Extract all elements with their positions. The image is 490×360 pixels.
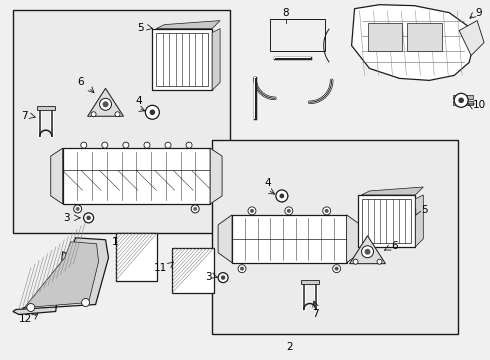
Circle shape	[186, 142, 192, 148]
Bar	[212, 140, 458, 334]
Text: 5: 5	[137, 23, 144, 33]
Text: 8: 8	[283, 8, 289, 18]
Circle shape	[115, 112, 120, 117]
Circle shape	[248, 207, 256, 215]
Circle shape	[84, 213, 94, 223]
Circle shape	[287, 209, 291, 213]
Polygon shape	[352, 5, 474, 80]
Bar	[63, 148, 210, 204]
Circle shape	[86, 216, 91, 220]
Polygon shape	[218, 215, 232, 263]
Circle shape	[191, 205, 199, 213]
Polygon shape	[210, 148, 222, 204]
Bar	[152, 28, 212, 90]
Circle shape	[377, 259, 382, 264]
Bar	[270, 19, 325, 50]
Circle shape	[454, 93, 468, 107]
Polygon shape	[459, 21, 484, 55]
Circle shape	[365, 249, 370, 255]
Text: 6: 6	[391, 241, 398, 251]
Circle shape	[221, 275, 225, 280]
Circle shape	[276, 190, 288, 202]
Bar	[172, 248, 214, 293]
Text: 3: 3	[205, 272, 212, 282]
Polygon shape	[23, 242, 98, 310]
Bar	[453, 101, 473, 105]
Polygon shape	[13, 238, 108, 315]
Circle shape	[123, 142, 129, 148]
Circle shape	[102, 142, 108, 148]
Circle shape	[146, 105, 159, 119]
Bar	[156, 32, 208, 86]
Text: 9: 9	[476, 8, 483, 18]
Circle shape	[279, 194, 284, 198]
Bar	[453, 95, 473, 99]
Polygon shape	[156, 21, 220, 28]
Circle shape	[165, 142, 171, 148]
Text: 6: 6	[77, 77, 84, 87]
Polygon shape	[362, 187, 423, 195]
Bar	[358, 195, 416, 247]
Circle shape	[240, 267, 244, 271]
Circle shape	[91, 112, 96, 117]
Polygon shape	[51, 148, 63, 204]
Circle shape	[325, 209, 329, 213]
Bar	[116, 233, 157, 280]
Circle shape	[218, 273, 228, 283]
Text: 4: 4	[265, 178, 271, 188]
Polygon shape	[212, 28, 220, 90]
Bar	[232, 215, 346, 263]
Circle shape	[323, 207, 331, 215]
Polygon shape	[349, 236, 386, 264]
Text: 7: 7	[313, 310, 319, 319]
Text: 12: 12	[19, 314, 32, 324]
Circle shape	[335, 267, 339, 271]
Circle shape	[144, 142, 150, 148]
Text: 1: 1	[112, 237, 119, 247]
Text: 2: 2	[287, 342, 293, 352]
Bar	[368, 23, 402, 50]
Text: 10: 10	[472, 100, 486, 110]
Circle shape	[353, 259, 358, 264]
Text: 3: 3	[63, 213, 70, 223]
Bar	[407, 23, 442, 50]
Text: 11: 11	[154, 263, 167, 273]
Circle shape	[99, 98, 112, 110]
Polygon shape	[346, 215, 361, 263]
Circle shape	[458, 98, 464, 103]
Circle shape	[82, 298, 90, 306]
Polygon shape	[88, 88, 123, 116]
Text: 5: 5	[421, 205, 428, 215]
Bar	[301, 280, 318, 284]
Circle shape	[27, 303, 35, 311]
Circle shape	[74, 205, 82, 213]
Bar	[37, 106, 55, 110]
Circle shape	[250, 209, 254, 213]
Text: 7: 7	[22, 111, 28, 121]
Circle shape	[81, 142, 87, 148]
Polygon shape	[416, 195, 423, 247]
Circle shape	[193, 207, 197, 211]
Text: 4: 4	[135, 96, 142, 106]
Circle shape	[362, 246, 373, 258]
Circle shape	[285, 207, 293, 215]
Circle shape	[102, 101, 108, 107]
Bar	[362, 199, 412, 243]
Circle shape	[149, 109, 155, 115]
Bar	[13, 10, 230, 233]
Circle shape	[75, 207, 80, 211]
Circle shape	[238, 265, 246, 273]
Circle shape	[333, 265, 341, 273]
